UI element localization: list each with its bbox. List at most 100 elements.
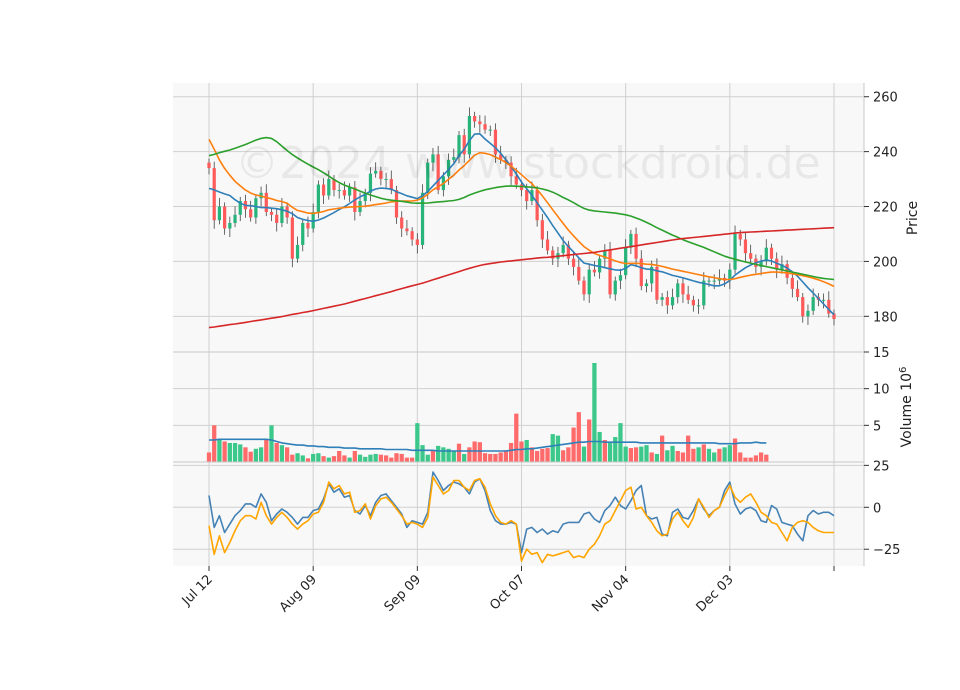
volume-bar — [738, 452, 743, 462]
y-tick-label: 0 — [873, 501, 881, 516]
candle-body — [707, 280, 711, 282]
volume-bar — [623, 446, 628, 462]
volume-axis-title: Volume 106 — [898, 367, 916, 448]
gridlines — [173, 83, 864, 566]
volume-bar — [284, 447, 290, 462]
candle-body — [316, 184, 320, 213]
volume-bar — [253, 448, 259, 462]
moving-average-line — [208, 226, 835, 329]
volume-bar — [300, 455, 305, 462]
volume-bar — [529, 447, 535, 462]
volume-bar — [232, 442, 238, 462]
y-tick-label: 5 — [873, 419, 881, 434]
volume-bar — [316, 453, 321, 462]
candle-body — [618, 275, 623, 281]
candle-body — [540, 220, 544, 240]
price-layer — [207, 107, 836, 329]
volume-bar — [576, 412, 581, 462]
moving-average-line — [208, 138, 835, 288]
volume-bar — [561, 450, 566, 462]
candle-body — [712, 280, 716, 282]
candle-body — [769, 247, 774, 259]
volume-bar — [534, 451, 540, 462]
candle-body — [342, 190, 347, 196]
moving-average-line — [208, 136, 835, 281]
candle-body — [280, 206, 284, 223]
volume-bar — [753, 455, 759, 462]
candle-body — [608, 250, 612, 295]
x-tick-label: Dec 03 — [694, 572, 737, 615]
volume-bar — [326, 457, 331, 462]
volume-bar — [670, 445, 675, 462]
price-axis-title: Price — [905, 201, 921, 235]
candle-body — [696, 305, 701, 307]
candle-body — [780, 264, 784, 270]
y-tick-label: 220 — [873, 201, 898, 216]
volume-bar — [238, 444, 243, 462]
candle-body — [603, 250, 607, 259]
candle-body — [598, 258, 602, 273]
candle-body — [743, 239, 748, 254]
volume-bar — [258, 447, 264, 462]
volume-bar — [602, 440, 607, 462]
candle-body — [681, 283, 685, 295]
volume-bar — [357, 454, 363, 462]
candle-body — [660, 297, 664, 300]
volume-average-line — [209, 438, 767, 452]
volume-bar — [321, 456, 326, 462]
volume-bar — [686, 435, 691, 462]
candle-body — [545, 239, 550, 251]
candle-body — [832, 313, 836, 320]
candle-body — [686, 294, 690, 300]
candle-body — [400, 217, 404, 229]
candle-body — [223, 206, 227, 229]
candle-body — [587, 269, 591, 295]
volume-bar — [550, 434, 555, 462]
x-tick-label: Nov 04 — [589, 572, 632, 615]
candle-body — [749, 253, 753, 259]
oscillator-line — [208, 471, 835, 554]
volume-bar — [404, 457, 410, 462]
candle-body — [254, 198, 258, 218]
x-tick-label: Oct 07 — [487, 572, 528, 613]
candle-body — [462, 135, 466, 155]
volume-bar — [274, 442, 279, 462]
volume-bar — [607, 442, 613, 462]
volume-bar — [363, 456, 368, 462]
volume-bar — [383, 455, 389, 462]
candle-body — [650, 266, 654, 284]
volume-bar — [394, 453, 399, 462]
candle-body — [488, 129, 492, 131]
candle-body — [624, 247, 628, 276]
volume-bar — [696, 447, 701, 462]
candle-body — [702, 280, 706, 306]
candle-body — [478, 121, 482, 125]
volume-bar — [545, 448, 550, 462]
candle-body — [806, 310, 810, 317]
x-tick-label: Aug 09 — [277, 572, 320, 615]
volume-bar — [415, 423, 420, 462]
volume-bar — [399, 453, 404, 462]
candle-body — [238, 201, 242, 215]
candle-body — [821, 299, 826, 301]
candle-body — [389, 179, 393, 191]
candle-body — [446, 159, 451, 177]
candle-body — [665, 297, 669, 306]
candle-body — [426, 162, 430, 193]
candle-body — [410, 231, 414, 240]
candle-body — [639, 258, 643, 287]
candle-body — [676, 283, 680, 298]
volume-bar — [597, 431, 602, 462]
moving-average-line — [208, 133, 835, 316]
candle-body — [561, 244, 565, 254]
volume-bar — [503, 450, 509, 462]
candle-body — [801, 297, 805, 317]
y-tick-label: 260 — [873, 91, 898, 106]
candle-body — [249, 209, 253, 218]
volume-bar — [540, 448, 545, 462]
volume-bar — [430, 450, 436, 462]
volume-bar — [227, 442, 232, 462]
candle-body — [217, 206, 222, 221]
volume-bar — [764, 454, 769, 462]
